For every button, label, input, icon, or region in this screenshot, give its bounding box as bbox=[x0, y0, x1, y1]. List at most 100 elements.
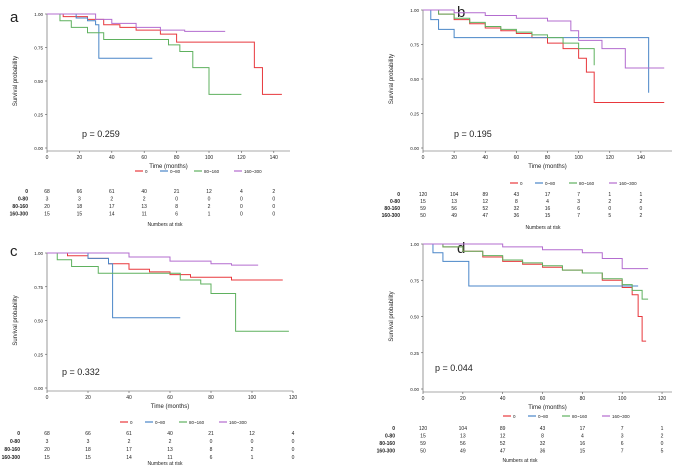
risk-table: 0 120 104 89 43 17 7 10-80 15 13 12 8 4 3 280-160 59 56 5… bbox=[377, 426, 664, 464]
risk-cell: 5 bbox=[608, 213, 611, 219]
risk-row-label: 0 bbox=[392, 426, 395, 432]
km-curve-160-300 bbox=[423, 9, 665, 69]
risk-cell: 52 bbox=[482, 206, 488, 212]
y-tick-label: 0.75 bbox=[410, 43, 419, 48]
risk-cell: 40 bbox=[141, 189, 147, 195]
legend-label: 0 bbox=[130, 420, 133, 425]
risk-cell: 13 bbox=[451, 199, 457, 205]
risk-cell: 18 bbox=[77, 204, 83, 210]
risk-cell: 17 bbox=[126, 447, 132, 453]
risk-row-label: 0 bbox=[397, 192, 400, 198]
risk-row-label: 0-80 bbox=[385, 434, 395, 440]
risk-row-label: 160-300 bbox=[382, 213, 401, 219]
y-tick-label: 0.50 bbox=[34, 319, 43, 324]
x-tick-label: 20 bbox=[85, 395, 91, 401]
y-tick-label: 1.00 bbox=[34, 12, 43, 17]
risk-cell: 4 bbox=[581, 434, 584, 440]
x-tick-label: 60 bbox=[167, 395, 173, 401]
risk-cell: 5 bbox=[661, 449, 664, 455]
y-tick-label: 0.50 bbox=[410, 77, 419, 82]
risk-cell: 14 bbox=[126, 455, 132, 461]
km-panel-b: b0.000.250.500.751.000 20 40 60 80 100 120 140T… bbox=[382, 4, 672, 231]
x-axis-label: Time (months) bbox=[149, 164, 187, 170]
risk-cell: 12 bbox=[500, 434, 506, 440]
risk-cell: 36 bbox=[514, 213, 520, 219]
x-tick-label: 40 bbox=[126, 395, 132, 401]
legend-label: 80~160 bbox=[572, 414, 588, 419]
risk-cell: 16 bbox=[580, 441, 586, 447]
risk-cell: 1 bbox=[639, 192, 642, 198]
risk-cell: 2 bbox=[608, 199, 611, 205]
risk-cell: 6 bbox=[175, 212, 178, 218]
risk-cell: 0 bbox=[210, 439, 213, 445]
risk-cell: 68 bbox=[44, 431, 50, 437]
risk-cell: 13 bbox=[460, 434, 466, 440]
y-axis-label: Survival probability bbox=[389, 291, 395, 341]
x-tick-label: 80 bbox=[545, 155, 551, 161]
risk-cell: 0 bbox=[240, 212, 243, 218]
risk-cell: 17 bbox=[545, 192, 551, 198]
risk-cell: 104 bbox=[459, 426, 468, 432]
x-tick-label: 140 bbox=[270, 155, 279, 161]
risk-cell: 47 bbox=[500, 449, 506, 455]
risk-row-label: 0-80 bbox=[10, 439, 20, 445]
y-axis-label: Survival probability bbox=[13, 295, 19, 345]
risk-cell: 0 bbox=[661, 441, 664, 447]
x-tick-label: 120 bbox=[289, 395, 298, 401]
x-tick-label: 20 bbox=[451, 155, 457, 161]
risk-cell: 104 bbox=[450, 192, 459, 198]
y-tick-label: 0.75 bbox=[34, 46, 43, 51]
risk-cell: 0 bbox=[292, 455, 295, 461]
x-tick-label: 80 bbox=[208, 395, 214, 401]
risk-cell: 0 bbox=[272, 204, 275, 210]
x-tick-label: 80 bbox=[174, 155, 180, 161]
risk-cell: 6 bbox=[621, 441, 624, 447]
km-curve-0-80 bbox=[423, 243, 639, 287]
x-tick-label: 40 bbox=[500, 396, 506, 402]
risk-cell: 3 bbox=[577, 199, 580, 205]
risk-row-label: 80-160 bbox=[379, 441, 395, 447]
y-tick-label: 0.50 bbox=[410, 315, 419, 320]
risk-cell: 15 bbox=[44, 212, 50, 218]
risk-cell: 59 bbox=[420, 206, 426, 212]
risk-cell: 61 bbox=[126, 431, 132, 437]
x-tick-label: 100 bbox=[248, 395, 257, 401]
panel-letter: c bbox=[10, 243, 18, 260]
risk-cell: 17 bbox=[109, 204, 115, 210]
p-value: p = 0.044 bbox=[435, 363, 473, 373]
risk-cell: 2 bbox=[128, 439, 131, 445]
risk-row-label: 160-300 bbox=[2, 455, 21, 461]
risk-row-label: 80-160 bbox=[4, 447, 20, 453]
panel-letter: d bbox=[457, 240, 465, 257]
x-tick-label: 60 bbox=[514, 155, 520, 161]
risk-cell: 2 bbox=[639, 213, 642, 219]
x-tick-label: 100 bbox=[205, 155, 214, 161]
x-tick-label: 40 bbox=[482, 155, 488, 161]
risk-cell: 7 bbox=[577, 192, 580, 198]
risk-title: Numbers at risk bbox=[502, 458, 538, 464]
p-value: p = 0.195 bbox=[454, 129, 492, 139]
risk-cell: 8 bbox=[210, 447, 213, 453]
x-tick-label: 120 bbox=[658, 396, 667, 402]
risk-cell: 66 bbox=[85, 431, 91, 437]
risk-title: Numbers at risk bbox=[525, 225, 561, 231]
risk-table: 0 68 66 61 40 21 12 40-80 3 3 2 2 0 0 080-160 20 18 17 13 8… bbox=[2, 431, 295, 467]
y-tick-label: 0.25 bbox=[34, 113, 43, 118]
risk-cell: 20 bbox=[44, 447, 50, 453]
km-curve-160-300 bbox=[47, 252, 259, 266]
risk-cell: 0 bbox=[639, 206, 642, 212]
km-curve-0-80 bbox=[423, 9, 650, 93]
legend: 0 0~80 80~160 160~300 bbox=[135, 169, 262, 174]
x-tick-label: 100 bbox=[574, 155, 583, 161]
risk-row-label: 80-160 bbox=[12, 204, 28, 210]
risk-title: Numbers at risk bbox=[147, 222, 183, 228]
risk-cell: 14 bbox=[109, 212, 115, 218]
p-value: p = 0.332 bbox=[62, 367, 100, 377]
risk-cell: 6 bbox=[210, 455, 213, 461]
x-axis-label: Time (months) bbox=[528, 405, 566, 411]
legend-label: 160~300 bbox=[619, 181, 637, 186]
risk-cell: 0 bbox=[240, 197, 243, 203]
risk-cell: 17 bbox=[580, 426, 586, 432]
x-tick-label: 140 bbox=[637, 155, 646, 161]
